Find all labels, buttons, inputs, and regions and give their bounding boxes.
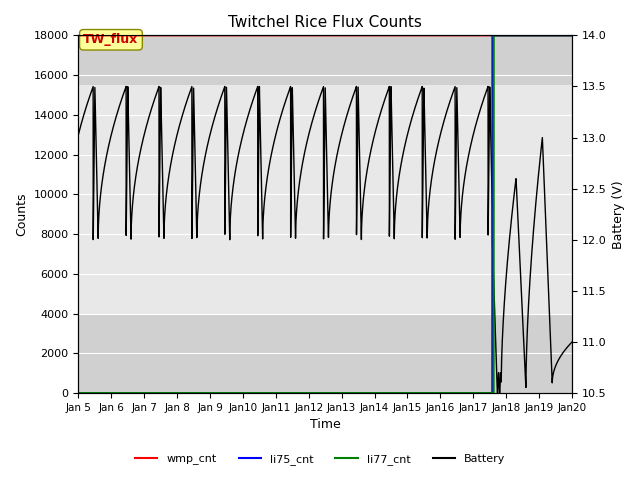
Legend: wmp_cnt, li75_cnt, li77_cnt, Battery: wmp_cnt, li75_cnt, li77_cnt, Battery (131, 450, 509, 469)
Bar (79, 36, 572, 85)
Bar (79, 313, 572, 393)
Y-axis label: Counts: Counts (15, 192, 28, 236)
Title: Twitchel Rice Flux Counts: Twitchel Rice Flux Counts (228, 15, 422, 30)
X-axis label: Time: Time (310, 419, 340, 432)
Y-axis label: Battery (V): Battery (V) (612, 180, 625, 249)
Text: TW_flux: TW_flux (83, 33, 139, 46)
